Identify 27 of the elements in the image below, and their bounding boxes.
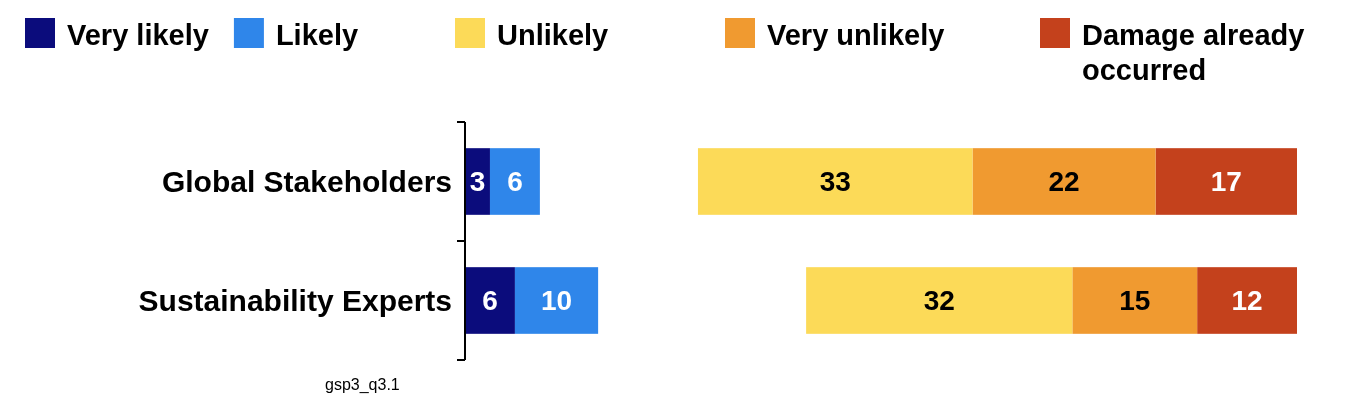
legend-label: Unlikely	[497, 19, 609, 51]
bar	[1155, 148, 1297, 215]
legend-label: Damage already occurred	[1082, 19, 1305, 86]
data-label: 10	[540, 285, 573, 317]
y-tick-label: Global Stakeholders	[161, 165, 452, 198]
data-label: 6	[482, 285, 498, 317]
bar	[1072, 267, 1198, 334]
bar	[514, 267, 599, 334]
bar	[697, 148, 973, 215]
data-label: 17	[1210, 166, 1242, 198]
data-label: 3	[469, 166, 486, 198]
text: gsp3_q3.1	[325, 376, 400, 394]
legend-label: Very unlikely	[767, 19, 945, 51]
data-label: 12	[1231, 285, 1263, 317]
bar	[489, 148, 540, 215]
legend-label: Very likely	[67, 19, 209, 51]
bar	[1197, 267, 1297, 334]
bar	[465, 267, 515, 334]
y-tick-label: Sustainability Experts	[138, 284, 452, 317]
data-label: 15	[1119, 285, 1151, 317]
data-label: 32	[923, 285, 955, 317]
bar	[972, 148, 1156, 215]
data-label: 6	[507, 166, 523, 198]
data-label: 22	[1048, 166, 1080, 198]
bar	[806, 267, 1073, 334]
data-label: 33	[819, 166, 851, 198]
legend-label: Likely	[275, 19, 359, 51]
